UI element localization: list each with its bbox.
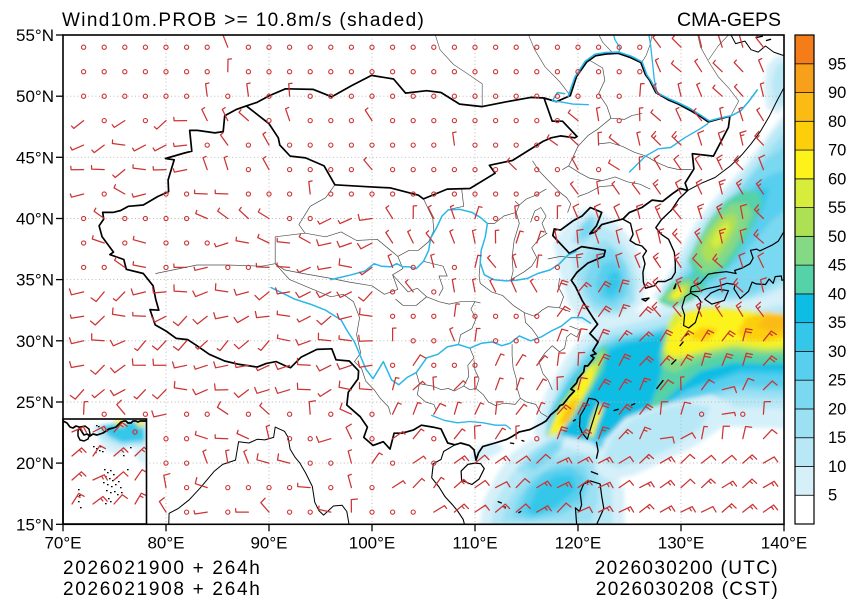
svg-text:90: 90 xyxy=(828,84,846,102)
svg-text:20°N: 20°N xyxy=(16,454,54,473)
svg-text:30: 30 xyxy=(828,343,846,361)
svg-text:45°N: 45°N xyxy=(16,148,54,167)
svg-text:2026021908 + 264h: 2026021908 + 264h xyxy=(63,579,262,600)
svg-text:15°N: 15°N xyxy=(16,515,54,534)
svg-text:35: 35 xyxy=(828,314,846,332)
svg-text:40: 40 xyxy=(828,285,846,303)
svg-text:35°N: 35°N xyxy=(16,271,54,290)
svg-text:CMA-GEPS: CMA-GEPS xyxy=(677,9,781,31)
svg-text:60: 60 xyxy=(828,170,846,188)
svg-text:90°E: 90°E xyxy=(250,533,287,552)
svg-text:110°E: 110°E xyxy=(452,533,497,552)
svg-text:2026030200 (UTC): 2026030200 (UTC) xyxy=(595,558,779,579)
svg-text:30°N: 30°N xyxy=(16,332,54,351)
svg-text:70: 70 xyxy=(828,142,846,160)
svg-text:120°E: 120°E xyxy=(555,533,602,552)
svg-text:50°N: 50°N xyxy=(16,87,54,106)
svg-text:70°E: 70°E xyxy=(44,533,81,552)
svg-text:5: 5 xyxy=(828,487,837,505)
svg-text:2026030208 (CST): 2026030208 (CST) xyxy=(596,579,779,600)
svg-text:140°E: 140°E xyxy=(761,533,808,552)
svg-text:10: 10 xyxy=(828,458,846,476)
svg-text:25: 25 xyxy=(828,372,846,390)
svg-text:80: 80 xyxy=(828,113,846,131)
svg-text:130°E: 130°E xyxy=(658,533,705,552)
svg-text:20: 20 xyxy=(828,400,846,418)
svg-text:15: 15 xyxy=(828,429,846,447)
svg-text:80°E: 80°E xyxy=(147,533,184,552)
svg-text:40°N: 40°N xyxy=(16,210,54,229)
svg-text:95: 95 xyxy=(828,55,846,73)
svg-text:50: 50 xyxy=(828,228,846,246)
svg-text:25°N: 25°N xyxy=(16,393,54,412)
svg-text:100°E: 100°E xyxy=(349,533,396,552)
svg-text:55°N: 55°N xyxy=(16,26,54,45)
svg-text:2026021900 + 264h: 2026021900 + 264h xyxy=(63,558,262,579)
svg-text:Wind10m.PROB >= 10.8m/s (shade: Wind10m.PROB >= 10.8m/s (shaded) xyxy=(62,10,425,31)
svg-text:55: 55 xyxy=(828,199,846,217)
svg-text:45: 45 xyxy=(828,257,846,275)
